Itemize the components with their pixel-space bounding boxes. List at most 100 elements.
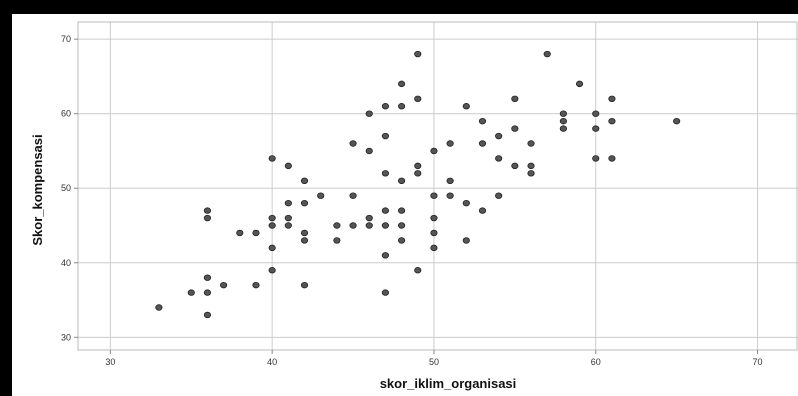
data-point [608, 117, 616, 125]
data-point [543, 50, 551, 58]
data-point [300, 229, 309, 237]
data-point [592, 125, 600, 132]
data-point [414, 95, 422, 102]
data-point [478, 117, 487, 125]
grid-layer [78, 22, 798, 350]
data-point [527, 162, 535, 170]
data-point [430, 229, 438, 237]
data-point [365, 222, 373, 229]
data-point [333, 237, 341, 244]
data-point [559, 110, 567, 117]
point-layer [155, 50, 681, 319]
data-point [414, 162, 422, 170]
data-point [365, 147, 373, 155]
data-point [397, 237, 406, 244]
data-point [300, 177, 309, 184]
data-point [511, 95, 519, 102]
data-point [203, 274, 212, 281]
tick-layer: 30 40 50 60 70 30 40 50 60 70 [61, 34, 763, 367]
data-point [478, 140, 487, 147]
x-tick-label: 40 [267, 357, 277, 367]
data-point [300, 199, 309, 207]
data-point [478, 207, 487, 214]
data-point [381, 289, 390, 296]
data-point [462, 237, 470, 244]
y-tick-label: 50 [61, 183, 71, 193]
data-point [268, 214, 276, 222]
data-point [511, 162, 519, 170]
data-point [381, 207, 390, 214]
x-tick-label: 30 [105, 357, 115, 367]
data-point [203, 289, 212, 296]
data-point [414, 50, 422, 58]
data-point [414, 170, 422, 177]
data-point [397, 177, 406, 184]
data-point [268, 267, 276, 274]
data-point [349, 222, 357, 229]
data-point [284, 214, 292, 222]
chart-figure: 30 40 50 60 70 30 40 50 60 70 skor_iklim_organisa… [12, 14, 798, 396]
data-point [592, 110, 600, 117]
data-point [236, 229, 244, 237]
data-point [252, 229, 260, 237]
data-point [592, 155, 600, 162]
data-point [381, 132, 390, 140]
data-point [220, 281, 228, 289]
data-point [187, 289, 195, 296]
data-point [155, 304, 163, 311]
data-point [284, 199, 292, 207]
data-point [511, 125, 519, 132]
data-point [349, 140, 357, 147]
data-point [203, 207, 212, 214]
data-point [527, 140, 535, 147]
data-point [575, 80, 584, 88]
data-point [495, 132, 503, 140]
data-point [462, 199, 470, 207]
data-point [397, 80, 406, 88]
data-point [446, 177, 454, 184]
data-point [559, 117, 567, 125]
data-point [397, 103, 406, 110]
data-point [365, 214, 373, 222]
data-point [414, 267, 422, 274]
data-point [300, 237, 309, 244]
data-point [203, 214, 212, 222]
y-tick-label: 40 [61, 258, 71, 268]
data-point [559, 125, 567, 132]
data-point [284, 222, 292, 229]
data-point [446, 140, 454, 147]
data-point [430, 192, 438, 199]
data-point [333, 222, 341, 229]
x-tick-label: 70 [753, 357, 763, 367]
data-point [430, 214, 438, 222]
plot-frame [77, 21, 798, 351]
x-axis-title: skor_iklim_organisasi [380, 376, 517, 391]
data-point [317, 192, 325, 199]
data-point [203, 311, 212, 319]
data-point [365, 110, 373, 117]
data-point [462, 103, 470, 110]
data-point [268, 222, 276, 229]
data-point [349, 192, 357, 199]
x-tick-label: 60 [591, 357, 601, 367]
data-point [397, 207, 406, 214]
data-point [608, 155, 616, 162]
data-point [495, 155, 503, 162]
data-point [673, 117, 681, 125]
y-tick-label: 60 [61, 109, 71, 119]
data-point [397, 222, 406, 229]
data-point [608, 95, 616, 102]
data-point [430, 244, 438, 252]
scatter-plot: 30 40 50 60 70 30 40 50 60 70 skor_iklim_organisa… [30, 21, 798, 391]
y-axis-title: Skor_kompensasi [30, 134, 45, 245]
data-point [381, 103, 390, 110]
data-point [527, 170, 535, 177]
data-point [268, 155, 276, 162]
data-point [300, 281, 309, 289]
data-point [381, 222, 390, 229]
data-point [381, 170, 390, 177]
data-point [284, 162, 292, 170]
data-point [495, 192, 503, 199]
data-point [252, 281, 260, 289]
y-tick-label: 70 [61, 34, 71, 44]
